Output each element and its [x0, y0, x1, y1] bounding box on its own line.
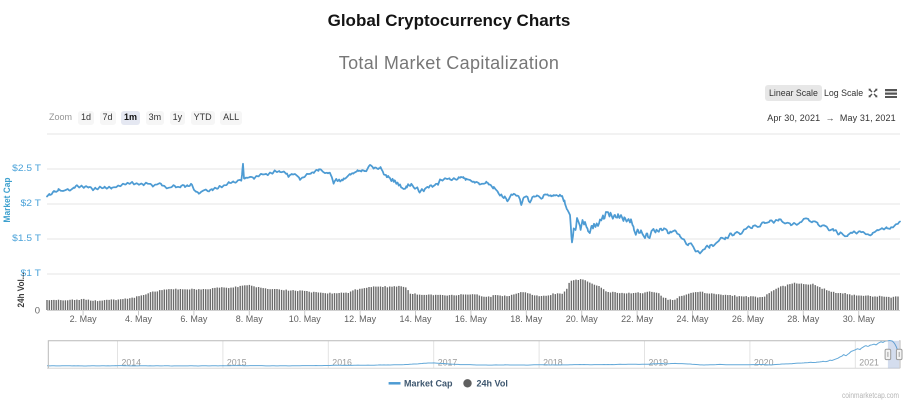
- svg-text:2019: 2019: [649, 358, 669, 368]
- svg-text:30. May: 30. May: [843, 314, 876, 324]
- svg-text:18. May: 18. May: [510, 314, 543, 324]
- svg-text:2016: 2016: [332, 358, 352, 368]
- svg-text:0: 0: [35, 306, 40, 317]
- svg-text:6. May: 6. May: [180, 314, 208, 324]
- svg-text:16. May: 16. May: [455, 314, 488, 324]
- svg-text:2017: 2017: [438, 358, 458, 368]
- svg-text:$1.5 T: $1.5 T: [12, 233, 41, 243]
- svg-text:Market Cap: Market Cap: [404, 378, 453, 388]
- svg-text:28. May: 28. May: [787, 314, 820, 324]
- svg-text:2020: 2020: [754, 358, 774, 368]
- svg-text:24h Vol...: 24h Vol...: [16, 273, 27, 308]
- svg-text:20. May: 20. May: [566, 314, 599, 324]
- svg-text:12. May: 12. May: [344, 314, 377, 324]
- svg-text:2021: 2021: [859, 358, 879, 368]
- svg-text:$2 T: $2 T: [21, 198, 42, 208]
- svg-text:$2.5 T: $2.5 T: [12, 163, 41, 173]
- svg-text:26. May: 26. May: [732, 314, 765, 324]
- svg-text:Market Cap: Market Cap: [2, 177, 13, 222]
- svg-text:2018: 2018: [543, 358, 563, 368]
- svg-text:24. May: 24. May: [676, 314, 709, 324]
- svg-text:2015: 2015: [227, 358, 247, 368]
- svg-text:$1 T: $1 T: [21, 268, 42, 278]
- svg-text:10. May: 10. May: [289, 314, 322, 324]
- svg-text:22. May: 22. May: [621, 314, 654, 324]
- svg-text:14. May: 14. May: [399, 314, 432, 324]
- svg-text:coinmarketcap.com: coinmarketcap.com: [842, 391, 899, 400]
- svg-text:8. May: 8. May: [236, 314, 264, 324]
- svg-text:2014: 2014: [122, 358, 142, 368]
- svg-text:4. May: 4. May: [125, 314, 153, 324]
- svg-text:2. May: 2. May: [70, 314, 98, 324]
- svg-text:24h Vol: 24h Vol: [477, 378, 508, 388]
